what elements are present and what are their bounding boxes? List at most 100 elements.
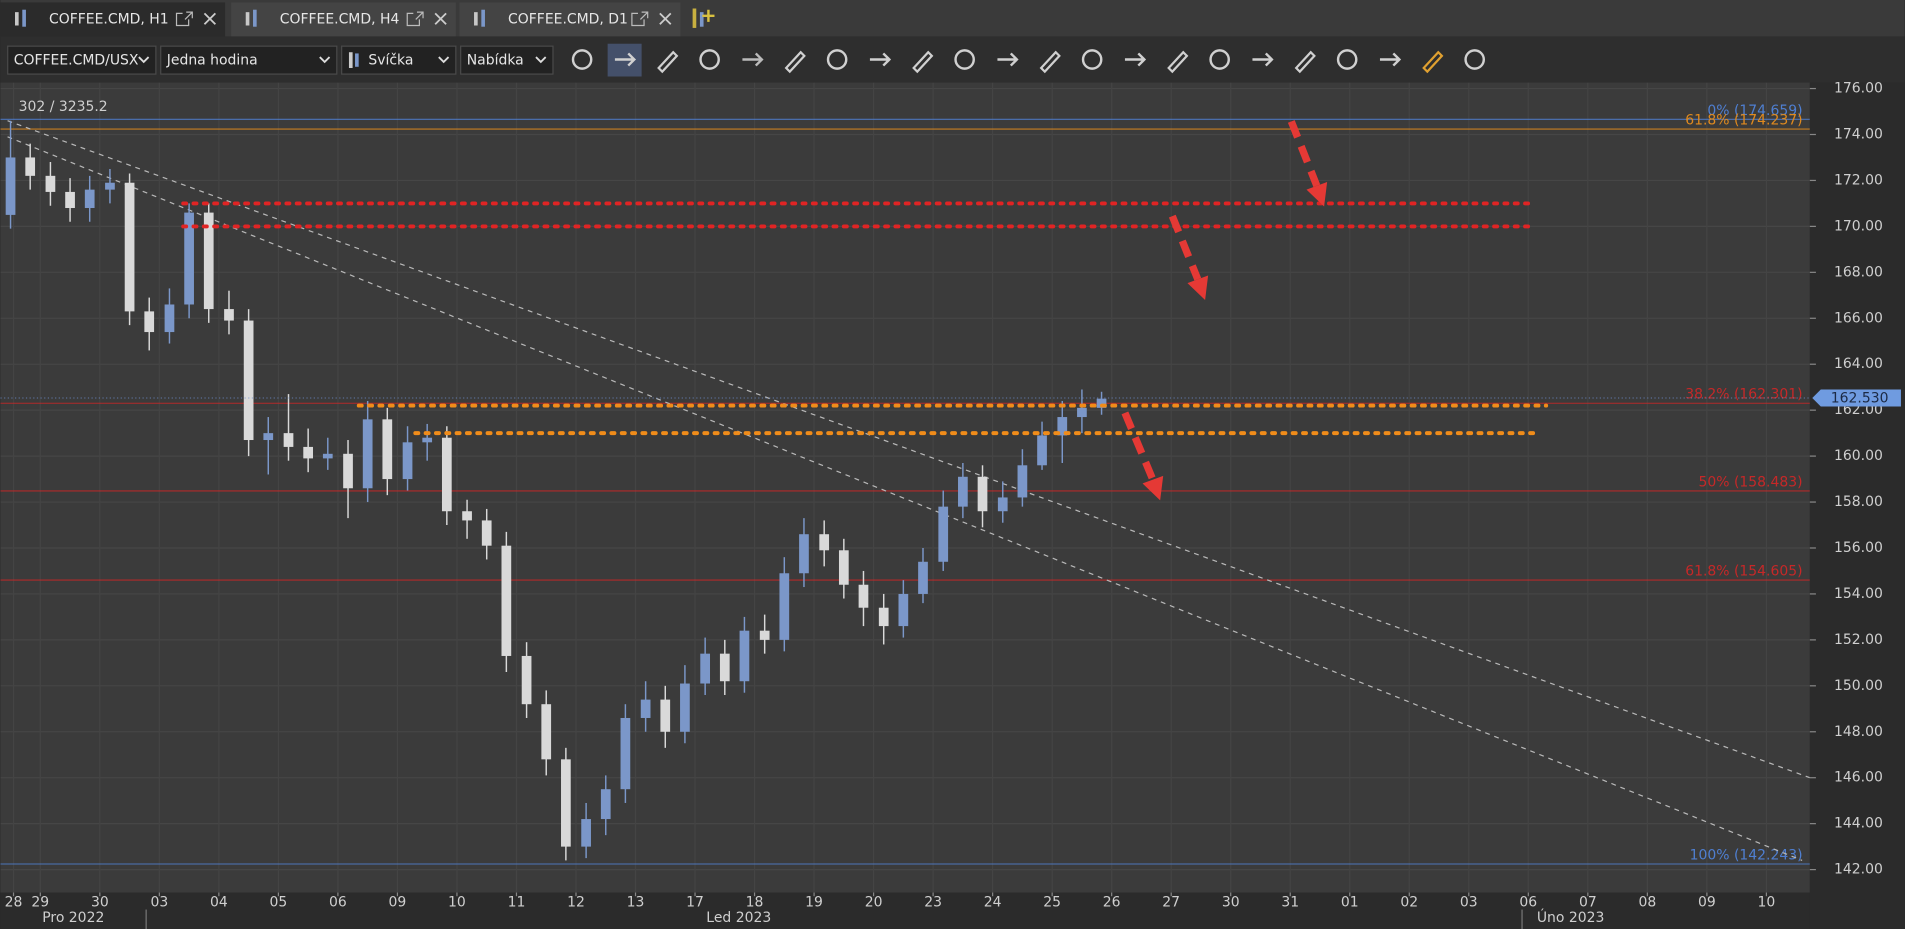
- x-tick-label: 04: [210, 894, 228, 910]
- candle-body: [283, 433, 294, 447]
- info-label: 302 / 3235.2: [19, 99, 108, 115]
- toolbar-icon[interactable]: [1294, 50, 1316, 74]
- candle-body: [739, 630, 750, 682]
- tab-close[interactable]: [203, 12, 217, 25]
- icon-shape: [742, 52, 764, 67]
- tab-close[interactable]: [434, 12, 447, 25]
- candle-body: [462, 511, 472, 521]
- toolbar-icon[interactable]: [954, 49, 975, 70]
- candle-body: [779, 573, 790, 640]
- candle-body: [620, 717, 631, 790]
- x-tick-label: 03: [1460, 894, 1478, 910]
- tab-icon: [474, 12, 478, 26]
- tab[interactable]: COFFEE.CMD, H4: [231, 2, 456, 37]
- icon-shape: [826, 49, 848, 70]
- dropdown-chevron: [535, 56, 547, 64]
- add-tab[interactable]: [692, 8, 715, 28]
- x-tick-label: 24: [984, 894, 1002, 910]
- fib-label: 61.8% (154.605): [1685, 564, 1802, 580]
- toolbar-icon[interactable]: [1124, 52, 1147, 67]
- candle-body: [1017, 465, 1028, 498]
- x-tick-label: 11: [508, 894, 526, 910]
- candle-body: [561, 759, 571, 847]
- candle-body: [997, 497, 1008, 512]
- tab-icon: [245, 12, 250, 26]
- candle-body: [224, 309, 234, 321]
- candle-body: [799, 534, 809, 574]
- fib-label: 100% (142.243): [1690, 848, 1803, 864]
- tab[interactable]: COFFEE.CMD, D1: [459, 2, 681, 37]
- tab-popout[interactable]: [406, 11, 424, 27]
- dropdown[interactable]: Jedna hodina: [160, 45, 338, 75]
- toolbar-icon[interactable]: [607, 43, 642, 77]
- toolbar-icon[interactable]: [1081, 49, 1103, 70]
- icon-shape: [1039, 50, 1061, 74]
- toolbar-icon[interactable]: [699, 49, 720, 70]
- dropdown[interactable]: COFFEE.CMD/USX: [7, 45, 157, 75]
- annotation-arrows: [1121, 120, 1328, 501]
- candle-body: [105, 182, 115, 190]
- x-tick-label: 06: [329, 894, 347, 910]
- tab-icon: [14, 12, 19, 26]
- y-tick-label: 176.00: [1834, 81, 1883, 97]
- candle-body: [958, 476, 968, 507]
- tab-popout[interactable]: [631, 11, 649, 27]
- dropdown-box: [7, 45, 157, 75]
- x-tick-label: 01: [1341, 894, 1359, 910]
- last-price-box: [1812, 389, 1901, 407]
- x-tick-label: 20: [865, 894, 883, 910]
- tab-icon: [481, 9, 485, 27]
- toolbar-icon[interactable]: [1422, 50, 1444, 74]
- candle-body: [819, 534, 830, 551]
- candle-body: [759, 630, 770, 640]
- dropdown-label: Jedna hodina: [166, 53, 258, 69]
- toolbar-icon[interactable]: [1336, 49, 1358, 70]
- toolbar-icon[interactable]: [571, 49, 593, 70]
- icon-shape: [1252, 52, 1274, 67]
- toolbar-icon[interactable]: [997, 52, 1019, 67]
- toolbar-icon[interactable]: [1252, 52, 1274, 67]
- toolbar-icon[interactable]: [912, 50, 934, 74]
- x-tick-label: 29: [31, 894, 49, 910]
- tab-label: COFFEE.CMD, H4: [280, 11, 400, 27]
- dropdown-box: [460, 45, 554, 75]
- y-tick-label: 150.00: [1834, 678, 1883, 694]
- candle-body: [838, 550, 849, 585]
- y-tick-label: 170.00: [1834, 218, 1883, 234]
- tab-close[interactable]: [659, 12, 672, 25]
- x-tick-label: 18: [746, 894, 764, 910]
- toolbar-icon[interactable]: [1464, 49, 1486, 70]
- toolbar-icon[interactable]: [784, 50, 806, 74]
- toolbar-icon[interactable]: [1039, 50, 1061, 74]
- toolbar-icon[interactable]: [742, 52, 764, 67]
- toolbar-icon[interactable]: [1379, 52, 1402, 67]
- icon-shape: [912, 50, 934, 74]
- x-tick-label: 13: [627, 894, 645, 910]
- icon-shape: [1464, 49, 1486, 70]
- candle-body: [898, 593, 909, 627]
- toolbar-icon[interactable]: [869, 52, 892, 67]
- toolbar-icon[interactable]: [1209, 49, 1230, 70]
- y-tick-label: 142.00: [1834, 862, 1883, 878]
- y-tick-label: 154.00: [1834, 586, 1883, 602]
- y-tick-label: 152.00: [1834, 632, 1883, 648]
- icon-shape: [1124, 52, 1147, 67]
- toolbar-icon[interactable]: [1167, 50, 1189, 74]
- icon-shape: [1336, 49, 1358, 70]
- candle-body: [164, 304, 175, 333]
- x-tick-label: 12: [567, 894, 585, 910]
- tab[interactable]: COFFEE.CMD, H1: [0, 2, 226, 37]
- icon-shape: [1379, 52, 1402, 67]
- x-tick-label: 26: [1103, 894, 1121, 910]
- toolbar-icon[interactable]: [826, 49, 848, 70]
- icon-shape: [1081, 49, 1103, 70]
- time-axis: [0, 892, 1810, 929]
- candle-body: [600, 789, 611, 820]
- dropdown[interactable]: Svíčka: [341, 45, 457, 75]
- tab-popout[interactable]: [175, 11, 193, 27]
- icon-shape: [1294, 50, 1316, 74]
- month-label: Led 2023: [706, 910, 771, 926]
- dropdown[interactable]: Nabídka: [460, 45, 554, 75]
- toolbar-icon[interactable]: [657, 50, 679, 74]
- x-tick-label: 09: [389, 894, 407, 910]
